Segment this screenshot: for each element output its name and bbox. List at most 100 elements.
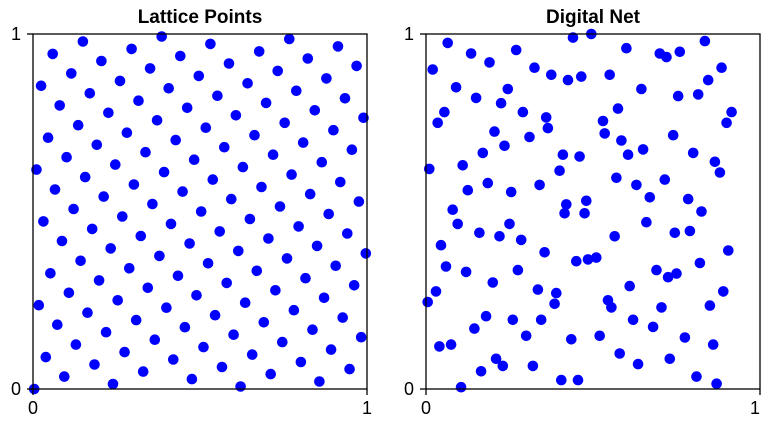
digital-net-point-20 — [470, 92, 482, 104]
lattice-point-124 — [316, 156, 328, 168]
digital-net-point-53 — [549, 298, 560, 310]
digital-net-point-118 — [709, 156, 721, 168]
digital-net-point-26 — [484, 57, 495, 68]
digital-net-point-81 — [614, 348, 625, 359]
lattice-point-4 — [38, 216, 49, 227]
digital-net-point-12 — [450, 82, 462, 93]
digital-net-point-5 — [434, 341, 445, 352]
digital-net-point-15 — [457, 160, 469, 171]
digital-net-point-41 — [517, 106, 529, 118]
digital-net-point-113 — [696, 206, 707, 217]
digital-net-point-88 — [632, 358, 644, 370]
digital-net-point-48 — [535, 314, 547, 326]
digital-net-point-89 — [636, 83, 647, 95]
digital-net-point-54 — [551, 287, 562, 299]
lattice-point-75 — [202, 258, 214, 269]
digital-net-point-115 — [702, 74, 714, 86]
digital-net-point-107 — [682, 193, 694, 205]
digital-net-point-62 — [567, 32, 579, 43]
digital-net-y-tick-label-1: 1 — [404, 24, 414, 44]
digital-net-point-61 — [566, 334, 577, 345]
digital-net-point-9 — [442, 37, 454, 49]
lattice-point-140 — [353, 196, 365, 207]
digital-net-point-4 — [432, 117, 444, 129]
lattice-point-19 — [72, 119, 84, 131]
digital-net-point-27 — [487, 277, 499, 288]
lattice-point-57 — [161, 302, 172, 314]
lattice-point-36 — [112, 295, 123, 306]
lattice-point-20 — [75, 255, 86, 267]
lattice-point-37 — [114, 75, 126, 87]
lattice-point-50 — [144, 63, 156, 74]
lattice-point-11 — [54, 100, 65, 111]
lattice-point-77 — [207, 174, 219, 185]
digital-net-point-121 — [716, 62, 727, 73]
lattice-point-6 — [42, 132, 54, 143]
digital-net-point-87 — [631, 179, 642, 191]
lattice-point-135 — [342, 228, 353, 239]
digital-net-point-117 — [707, 339, 719, 350]
digital-net-point-38 — [510, 44, 522, 56]
lattice-point-129 — [328, 124, 339, 136]
lattice-point-1 — [31, 164, 42, 175]
digital-net-point-124 — [723, 245, 734, 256]
lattice-point-23 — [82, 307, 93, 319]
lattice-point-128 — [325, 344, 337, 355]
digital-net-point-105 — [674, 46, 686, 58]
lattice-point-33 — [105, 243, 116, 254]
digital-net-point-37 — [507, 314, 519, 326]
digital-net-point-29 — [490, 353, 502, 365]
lattice-point-102 — [265, 368, 277, 380]
lattice-point-35 — [110, 159, 121, 170]
lattice-point-93 — [244, 213, 256, 225]
lattice-point-91 — [239, 297, 251, 309]
lattice-point-67 — [184, 238, 195, 249]
digital-net-point-102 — [669, 227, 681, 239]
lattice-point-49 — [142, 282, 154, 294]
lattice-point-48 — [140, 146, 151, 158]
lattice-point-55 — [156, 31, 167, 42]
lattice-point-29 — [96, 55, 107, 67]
lattice-point-99 — [258, 317, 270, 328]
lattice-point-107 — [277, 336, 288, 348]
lattice-point-25 — [86, 223, 98, 235]
lattice-point-97 — [253, 46, 265, 57]
digital-net-point-92 — [644, 192, 656, 203]
digital-net-point-72 — [594, 330, 605, 342]
lattice-point-21 — [77, 36, 89, 47]
digital-net-point-125 — [726, 106, 737, 118]
lattice-point-104 — [270, 285, 281, 296]
lattice-point-108 — [279, 117, 291, 129]
lattice-point-109 — [281, 253, 293, 264]
lattice-point-121 — [309, 105, 321, 116]
digital-net-point-52 — [546, 69, 557, 81]
lattice-point-30 — [98, 191, 109, 202]
digital-net-point-109 — [687, 147, 699, 159]
lattice-point-81 — [216, 361, 228, 373]
digital-net-point-112 — [694, 257, 706, 269]
lattice-point-89 — [235, 381, 246, 392]
digital-net-point-67 — [579, 208, 590, 219]
lattice-point-39 — [119, 346, 130, 358]
lattice-point-28 — [93, 275, 105, 286]
lattice-point-65 — [179, 321, 191, 333]
lattice-point-66 — [181, 102, 193, 114]
lattice-x-tick-label-0: 0 — [28, 398, 38, 418]
digital-net-point-90 — [637, 144, 649, 155]
lattice-point-122 — [311, 240, 323, 252]
digital-net-point-64 — [572, 374, 584, 386]
lattice-point-114 — [293, 221, 304, 232]
digital-net-point-50 — [540, 112, 552, 123]
lattice-point-83 — [221, 277, 232, 289]
digital-net-point-13 — [452, 218, 464, 230]
lattice-point-90 — [237, 161, 249, 173]
lattice-points-series — [28, 31, 372, 395]
digital-net-point-23 — [477, 147, 489, 159]
lattice-point-74 — [200, 122, 212, 133]
digital-net-point-86 — [627, 314, 639, 326]
digital-net-panel: Digital Net 0 1 0 1 — [404, 7, 761, 418]
digital-net-point-0 — [422, 296, 434, 308]
lattice-point-123 — [314, 376, 325, 387]
digital-net-point-79 — [611, 172, 622, 184]
digital-net-series — [422, 28, 737, 393]
